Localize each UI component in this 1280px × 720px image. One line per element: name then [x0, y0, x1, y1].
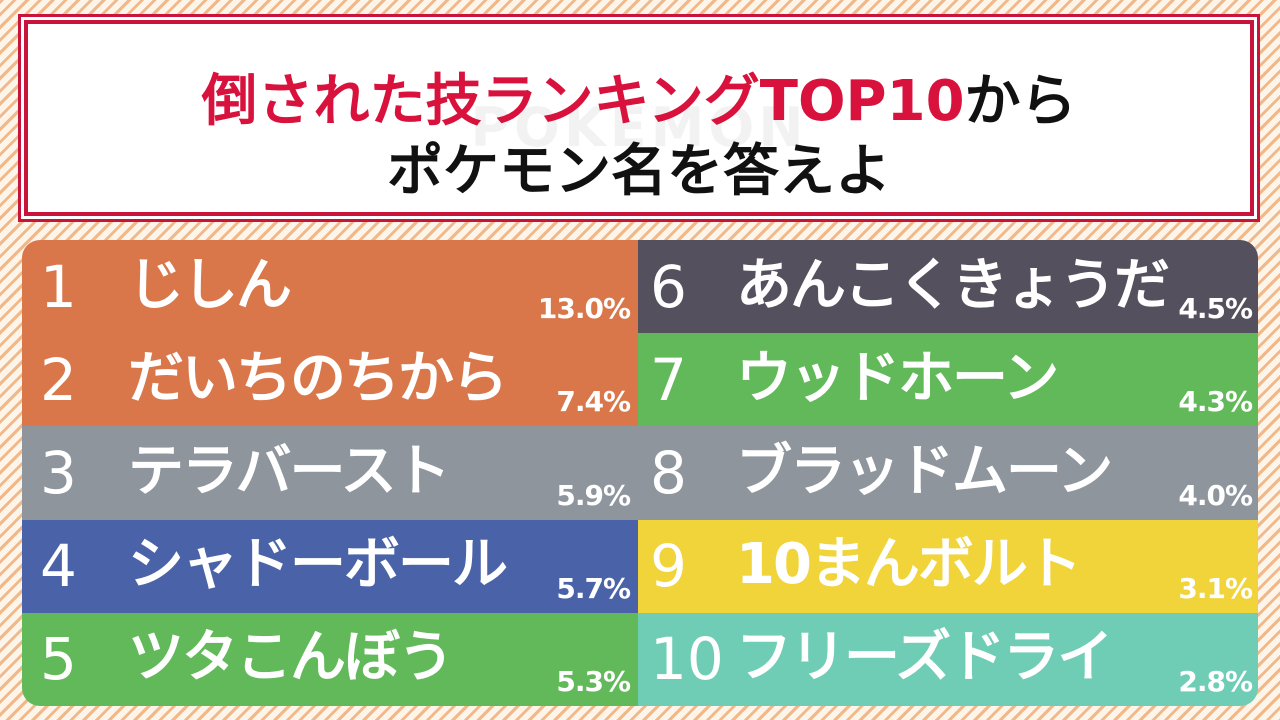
- rank-number: 1: [40, 252, 77, 321]
- rank-number: 7: [650, 345, 687, 414]
- title-highlight: 倒された技ランキングTOP10: [201, 69, 965, 134]
- ranking-board: 1 じしん 13.0% 6 あんこくきょうだ 4.5% 2 だいちのちから 7.…: [22, 240, 1258, 706]
- move-name: シャドーボール: [128, 532, 508, 598]
- move-name: だいちのちから: [128, 345, 508, 411]
- rank-number: 2: [40, 345, 77, 414]
- usage-percent: 4.0%: [1178, 478, 1253, 512]
- ranking-row-7: 7 ウッドホーン 4.3%: [638, 333, 1258, 427]
- ranking-row-4: 4 シャドーボール 5.7%: [22, 519, 638, 613]
- ranking-row-10: 10 フリーズドライ 2.8%: [638, 612, 1258, 706]
- rank-number: 5: [40, 625, 77, 694]
- usage-percent: 4.5%: [1178, 292, 1253, 326]
- ranking-row-6: 6 あんこくきょうだ 4.5%: [638, 240, 1258, 334]
- rank-number: 6: [650, 252, 687, 321]
- title-line-2: ポケモン名を答えよ: [387, 139, 891, 204]
- usage-percent: 2.8%: [1178, 664, 1253, 698]
- watermark-text: POKEMON: [470, 96, 808, 159]
- usage-percent: 5.9%: [556, 478, 631, 512]
- title-line-1: 倒された技ランキングTOP10から: [28, 72, 1250, 132]
- usage-percent: 7.4%: [556, 385, 631, 419]
- rank-number: 4: [40, 532, 77, 601]
- ranking-row-5: 5 ツタこんぼう 5.3%: [22, 612, 638, 706]
- ranking-row-3: 3 テラバースト 5.9%: [22, 426, 638, 520]
- ranking-row-8: 8 ブラッドムーン 4.0%: [638, 426, 1258, 520]
- move-name: あんこくきょうだ: [736, 252, 1170, 318]
- ranking-row-1: 1 じしん 13.0%: [22, 240, 638, 334]
- usage-percent: 5.3%: [556, 664, 631, 698]
- rank-number: 10: [650, 625, 724, 694]
- ranking-row-9: 9 10まんボルト 3.1%: [638, 519, 1258, 613]
- usage-percent: 13.0%: [537, 292, 631, 326]
- move-name: ツタこんぼう: [128, 625, 454, 691]
- usage-percent: 5.7%: [556, 571, 631, 605]
- usage-percent: 3.1%: [1178, 571, 1253, 605]
- title-banner: POKEMON 倒された技ランキングTOP10から ポケモン名を答えよ: [24, 20, 1254, 216]
- usage-percent: 4.3%: [1178, 385, 1253, 419]
- ranking-row-2: 2 だいちのちから 7.4%: [22, 333, 638, 427]
- move-name: 10まんボルト: [736, 532, 1082, 598]
- move-name: テラバースト: [128, 438, 451, 504]
- move-name: フリーズドライ: [736, 625, 1113, 691]
- move-name: じしん: [128, 252, 292, 318]
- move-name: ウッドホーン: [736, 345, 1059, 411]
- rank-number: 9: [650, 532, 687, 601]
- move-name: ブラッドムーン: [736, 438, 1113, 504]
- title-suffix: から: [964, 69, 1077, 134]
- rank-number: 8: [650, 438, 687, 507]
- rank-number: 3: [40, 438, 77, 507]
